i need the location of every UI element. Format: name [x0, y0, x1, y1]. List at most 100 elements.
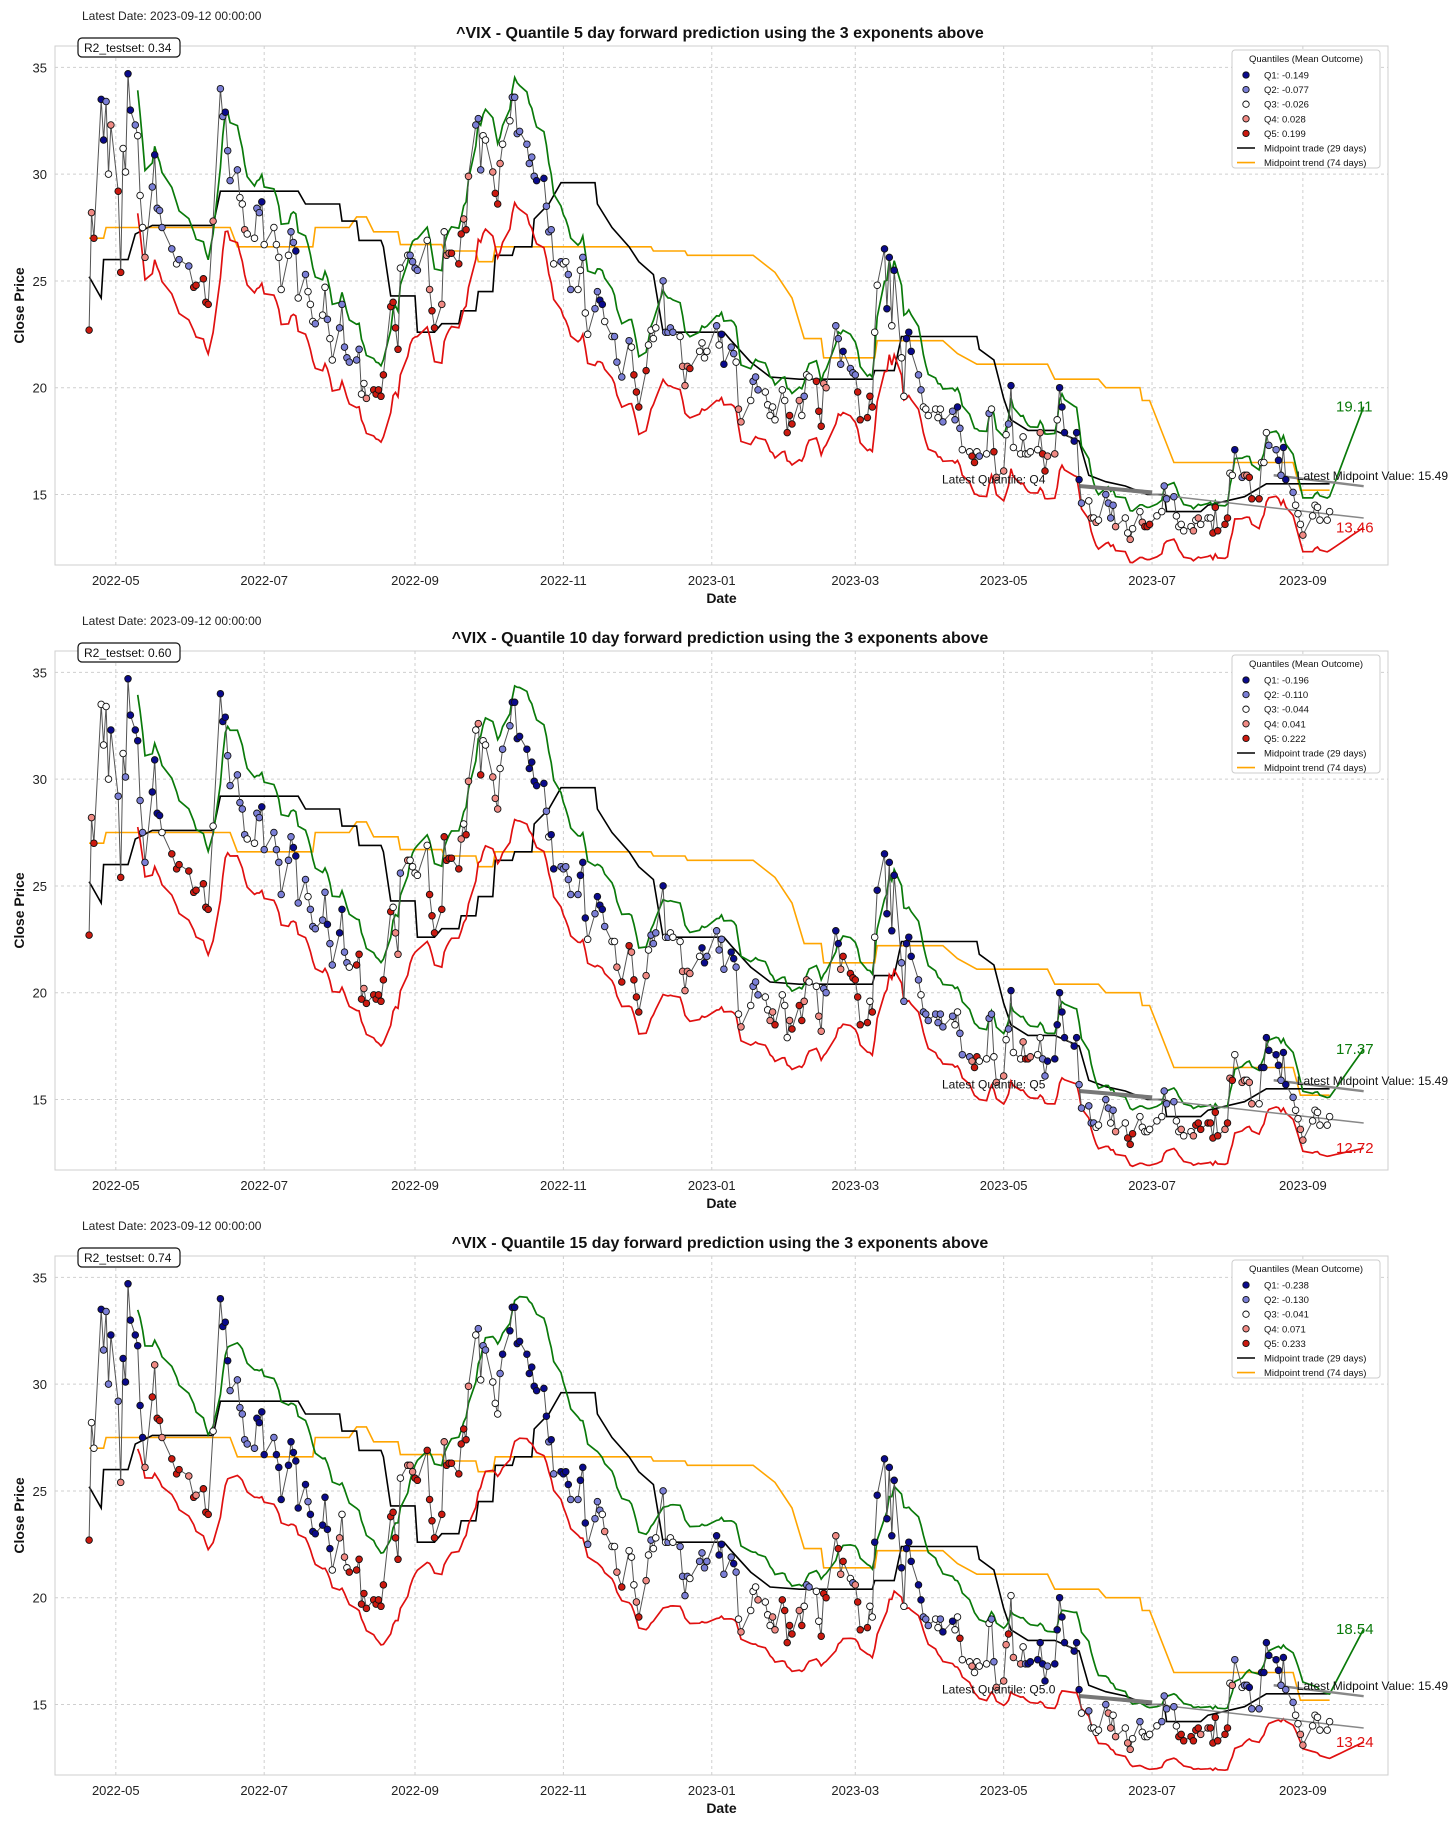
quantile-point: [576, 266, 585, 275]
quantile-point: [335, 324, 344, 332]
legend-marker: [1242, 85, 1250, 94]
quantile-point: [1248, 1100, 1256, 1108]
quantile-point: [1070, 1647, 1078, 1655]
quantile-point: [476, 771, 485, 779]
quantile-point: [1172, 512, 1181, 520]
quantile-point: [1260, 1063, 1268, 1072]
r2-label: R2_testset: 0.34: [84, 41, 172, 55]
quantile-point: [914, 1581, 923, 1589]
quantile-point: [600, 922, 609, 931]
quantile-point: [104, 775, 113, 783]
quantile-point: [1170, 492, 1178, 501]
quantile-point: [1213, 1737, 1222, 1745]
quantile-point: [1009, 443, 1018, 452]
quantile-point: [1043, 1662, 1052, 1670]
quantile-point: [114, 792, 122, 800]
quantile-point: [1262, 428, 1271, 437]
quantile-point: [905, 328, 913, 336]
quantile-point: [1323, 1121, 1331, 1129]
quantile-point: [440, 228, 448, 236]
quantile-point: [510, 698, 519, 707]
quantile-point: [528, 1363, 536, 1371]
quantile-point: [199, 880, 208, 888]
quantile-point: [272, 1450, 281, 1459]
midpoint-trade-line: [88, 1391, 1330, 1723]
quantile-point: [121, 168, 130, 176]
quantile-point: [1070, 437, 1078, 445]
y-tick-label: 35: [33, 665, 47, 680]
quantile-point: [868, 403, 877, 411]
quantile-point: [1043, 452, 1052, 460]
quantile-point: [532, 1386, 541, 1395]
quantile-point: [355, 950, 363, 959]
quantile-point: [1106, 1724, 1115, 1732]
quantile-point: [1160, 1692, 1168, 1700]
quantile-point: [540, 779, 548, 788]
r2-box: [77, 642, 181, 663]
quantile-point: [1111, 522, 1120, 531]
quantile-point: [1255, 495, 1263, 503]
quantile-point: [873, 1491, 881, 1499]
quantile-point: [338, 1510, 346, 1519]
quantile-point: [102, 702, 110, 711]
quantile-point: [734, 1010, 743, 1018]
quantile-point: [1160, 1087, 1168, 1095]
quantile-point: [922, 1615, 930, 1623]
quantile-point: [542, 202, 551, 210]
quantile-point: [141, 858, 149, 867]
quantile-point: [1211, 503, 1220, 512]
quantile-point: [574, 285, 582, 294]
quantile-point: [1291, 1106, 1300, 1114]
x-tick-label: 2022-11: [540, 573, 587, 588]
quantile-point: [107, 726, 115, 734]
quantile-point: [496, 764, 504, 773]
quantile-point: [301, 875, 310, 884]
quantile-point: [1325, 507, 1334, 516]
quantile-point: [233, 771, 242, 779]
quantile-point: [455, 260, 463, 268]
quantile-point: [635, 1613, 643, 1621]
quantile-point: [304, 1497, 312, 1506]
quantile-point: [491, 189, 500, 198]
quantile-point: [1060, 1638, 1069, 1647]
quantile-point: [717, 330, 726, 339]
quantile-point: [890, 266, 898, 275]
latest-quantile-label: Latest Quantile: Q5: [942, 1078, 1046, 1092]
quantile-point: [1033, 1655, 1042, 1664]
latest-quantile-label: Latest Quantile: Q5.0: [942, 1683, 1056, 1697]
quantile-point: [788, 1025, 796, 1033]
quantile-point: [121, 1378, 130, 1386]
quantile-point: [1004, 1630, 1013, 1638]
quantile-point: [270, 1433, 278, 1442]
quantile-point: [408, 257, 417, 266]
quantile-point: [192, 886, 200, 894]
quantile-point: [630, 1581, 638, 1589]
quantile-point: [352, 961, 361, 969]
quantile-point: [116, 268, 125, 277]
quantile-point: [1228, 1076, 1237, 1085]
y-tick-label: 35: [33, 1270, 47, 1285]
quantile-point: [579, 858, 587, 867]
quantile-point: [428, 307, 436, 315]
quantile-point: [836, 1570, 845, 1578]
quantile-point: [326, 939, 334, 948]
quantile-point: [131, 1331, 140, 1339]
quantile-point: [260, 240, 268, 249]
chart-panel-3: Latest Date: 2023-09-12 00:00:00 ^VIX - Q…: [11, 1219, 1448, 1816]
quantile-point: [822, 1593, 830, 1602]
quantile-point: [564, 270, 573, 279]
quantile-point: [1323, 516, 1331, 524]
quantile-point: [924, 1016, 933, 1025]
quantile-point: [481, 741, 490, 749]
quantile-point: [1002, 1640, 1010, 1649]
quantile-point: [1291, 501, 1300, 509]
quantile-point: [834, 334, 843, 343]
midpoint-trend-line: [89, 1426, 1330, 1701]
quantile-point: [87, 1418, 96, 1427]
quantile-point: [751, 978, 760, 986]
quantile-point: [613, 358, 621, 366]
quantile-point: [771, 1626, 779, 1634]
legend-title: Quantiles (Mean Outcome): [1249, 1264, 1363, 1275]
quantile-point: [751, 373, 760, 381]
quantile-point: [630, 976, 638, 984]
